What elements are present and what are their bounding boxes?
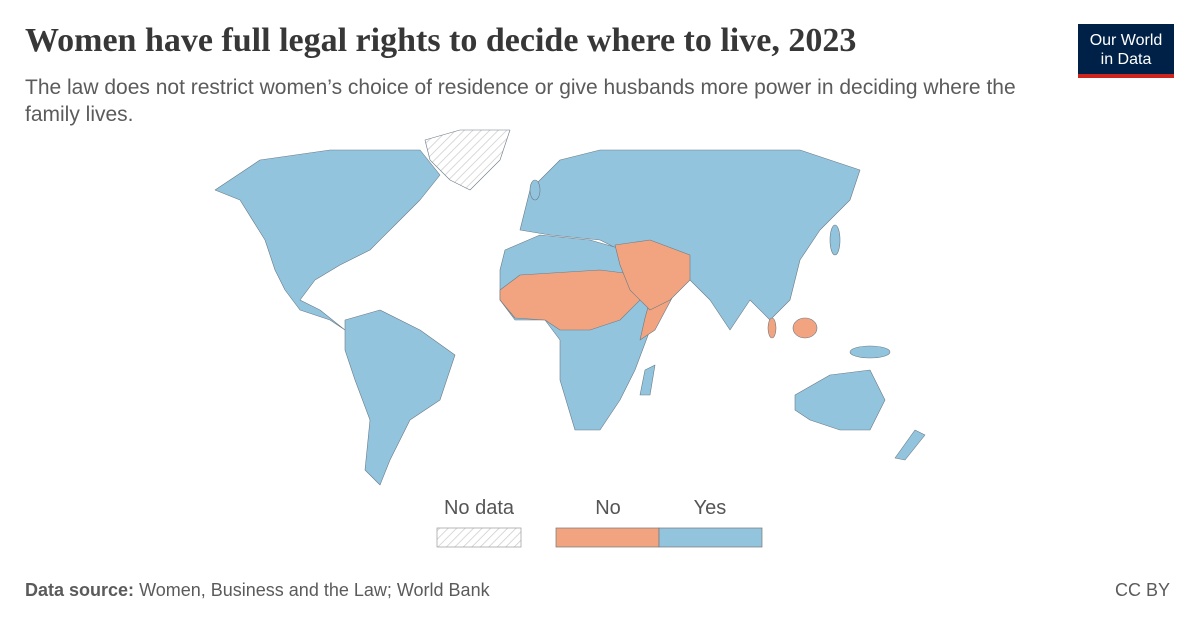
region-north-america[interactable] <box>214 149 441 331</box>
region-sahel[interactable] <box>499 269 646 331</box>
logo-line1: Our World <box>1089 32 1163 49</box>
legend-yes-swatch[interactable] <box>658 527 763 548</box>
source-link[interactable]: Women, Business and the Law; World Bank <box>139 580 490 600</box>
region-new-guinea[interactable] <box>849 345 891 359</box>
data-source: Data source: Women, Business and the Law… <box>25 580 490 601</box>
region-madagascar[interactable] <box>639 364 656 396</box>
legend-no-data-swatch <box>436 527 522 548</box>
chart-title: Women have full legal rights to decide w… <box>25 22 857 59</box>
license[interactable]: CC BY <box>1114 580 1170 600</box>
region-south-america[interactable] <box>344 309 456 486</box>
legend-no-data-label: No data <box>443 497 515 519</box>
region-uk[interactable] <box>529 179 541 201</box>
region-australia[interactable] <box>794 369 886 431</box>
region-new-zealand[interactable] <box>894 429 926 461</box>
chart-subtitle: The law does not restrict women’s choice… <box>25 76 1016 126</box>
legend-no-swatch[interactable] <box>555 527 660 548</box>
source-label: Data source: <box>25 580 135 600</box>
region-sumatra[interactable] <box>767 317 777 339</box>
region-greenland[interactable] <box>424 129 511 191</box>
region-japan[interactable] <box>829 224 841 256</box>
region-borneo[interactable] <box>792 317 818 339</box>
owid-logo[interactable]: Our World in Data <box>1078 24 1174 78</box>
region-middle-east[interactable] <box>614 239 691 311</box>
legend-no-label: No <box>595 497 621 519</box>
legend <box>436 527 763 548</box>
logo-line2: in Data <box>1100 51 1152 68</box>
legend-yes-label: Yes <box>693 497 727 519</box>
